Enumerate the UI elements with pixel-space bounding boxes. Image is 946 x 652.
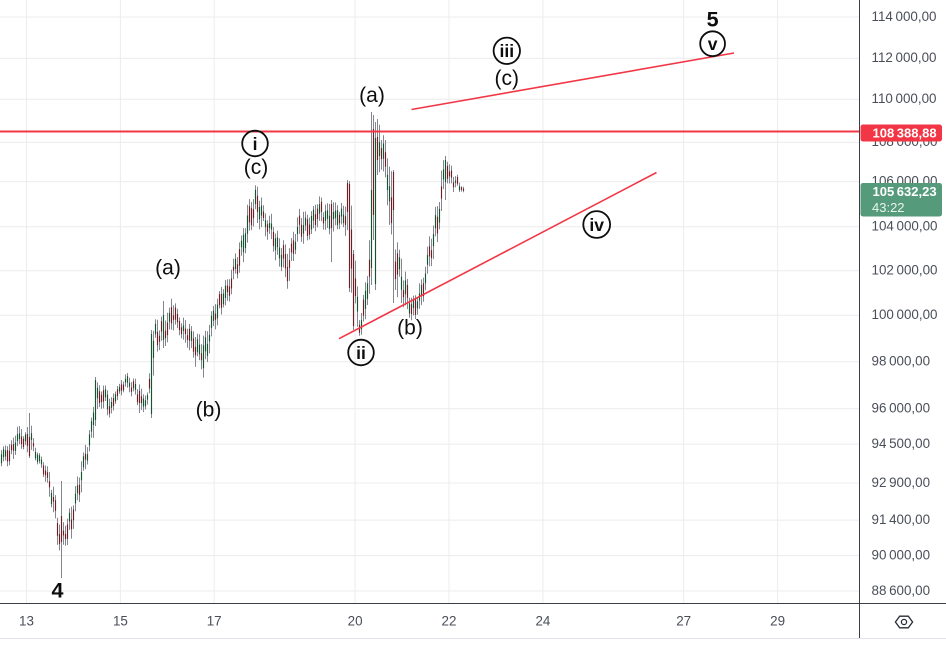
svg-text:92 900,00: 92 900,00 <box>872 475 931 490</box>
svg-text:43:22: 43:22 <box>872 200 905 215</box>
svg-text:v: v <box>708 34 718 54</box>
svg-text:102 000,00: 102 000,00 <box>872 263 938 278</box>
svg-text:88 600,00: 88 600,00 <box>872 583 931 598</box>
svg-text:(a): (a) <box>359 84 385 107</box>
svg-text:ii: ii <box>356 343 366 363</box>
svg-text:iv: iv <box>589 215 604 235</box>
svg-text:(b): (b) <box>397 317 423 340</box>
svg-text:5: 5 <box>707 8 719 32</box>
svg-text:98 000,00: 98 000,00 <box>872 354 931 369</box>
svg-text:105 632,23: 105 632,23 <box>873 184 937 199</box>
svg-text:(a): (a) <box>155 257 181 280</box>
svg-text:24: 24 <box>535 614 550 629</box>
svg-text:91 400,00: 91 400,00 <box>872 512 931 527</box>
svg-text:90 000,00: 90 000,00 <box>872 547 931 562</box>
svg-text:13: 13 <box>19 614 34 629</box>
svg-text:15: 15 <box>113 614 128 629</box>
svg-text:(c): (c) <box>495 67 520 90</box>
svg-text:20: 20 <box>348 614 363 629</box>
svg-text:i: i <box>253 134 258 154</box>
svg-text:96 000,00: 96 000,00 <box>872 401 931 416</box>
svg-text:108 388,88: 108 388,88 <box>873 125 937 140</box>
svg-text:29: 29 <box>770 614 785 629</box>
svg-text:100 000,00: 100 000,00 <box>872 307 938 322</box>
svg-text:27: 27 <box>676 614 691 629</box>
svg-text:(b): (b) <box>196 399 222 422</box>
svg-text:(c): (c) <box>244 156 269 179</box>
svg-text:22: 22 <box>442 614 457 629</box>
svg-text:94 500,00: 94 500,00 <box>872 436 931 451</box>
svg-text:110 000,00: 110 000,00 <box>872 91 937 106</box>
svg-text:112 000,00: 112 000,00 <box>872 50 937 65</box>
svg-text:104 000,00: 104 000,00 <box>872 219 938 234</box>
svg-text:iii: iii <box>500 41 515 61</box>
svg-text:17: 17 <box>207 614 222 629</box>
svg-text:114 000,00: 114 000,00 <box>872 9 937 24</box>
svg-text:4: 4 <box>52 579 64 603</box>
